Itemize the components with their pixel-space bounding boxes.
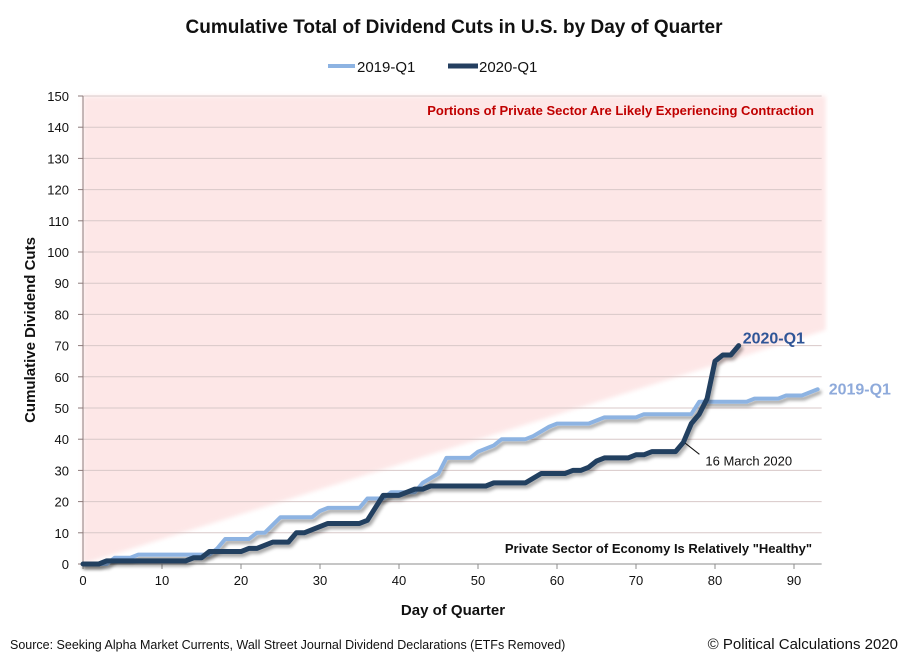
legend-label-2020: 2020-Q1 <box>479 59 537 76</box>
y-tick-label: 10 <box>55 526 69 541</box>
y-axis-title: Cumulative Dividend Cuts <box>22 237 39 423</box>
x-ticks: 0 10 20 30 40 50 60 70 80 90 <box>79 564 801 588</box>
series-end-label-2019: 2019-Q1 <box>829 381 891 398</box>
x-tick-label: 70 <box>629 573 643 588</box>
gridlines <box>83 95 822 534</box>
contraction-zone <box>83 96 826 564</box>
y-tick-label: 0 <box>62 557 69 572</box>
y-ticks: 0 10 20 30 40 50 60 70 80 90 100 110 120 130 140 150 <box>47 89 83 572</box>
x-tick-label: 90 <box>787 573 801 588</box>
y-tick-label: 60 <box>55 370 69 385</box>
x-axis-title: Day of Quarter <box>401 602 505 619</box>
annotation-leader <box>685 442 700 455</box>
y-tick-label: 40 <box>55 432 69 447</box>
y-tick-label: 100 <box>47 245 69 260</box>
x-tick-label: 0 <box>79 573 86 588</box>
series-layer <box>80 343 820 567</box>
x-tick-label: 30 <box>313 573 327 588</box>
series-end-label-2020: 2020-Q1 <box>743 331 805 348</box>
source-note: Source: Seeking Alpha Market Currents, W… <box>10 638 565 652</box>
x-tick-label: 50 <box>471 573 485 588</box>
y-tick-label: 70 <box>55 339 69 354</box>
x-tick-label: 10 <box>155 573 169 588</box>
x-tick-label: 80 <box>708 573 722 588</box>
y-tick-label: 140 <box>47 120 69 135</box>
x-tick-label: 60 <box>550 573 564 588</box>
legend: 2019-Q1 2020-Q1 <box>328 59 537 76</box>
series-line-2019-q1 <box>81 387 820 566</box>
y-tick-label: 150 <box>47 89 69 104</box>
y-tick-label: 90 <box>55 276 69 291</box>
y-tick-label: 30 <box>55 463 69 478</box>
y-tick-label: 20 <box>55 495 69 510</box>
annotation-16-march-2020: 16 March 2020 <box>705 453 792 468</box>
legend-label-2019: 2019-Q1 <box>357 59 415 76</box>
y-tick-label: 80 <box>55 307 69 322</box>
y-tick-label: 50 <box>55 401 69 416</box>
plot-area: 0 10 20 30 40 50 60 70 80 90 100 110 120 130 140 150 0 1… <box>47 89 891 588</box>
y-tick-label: 120 <box>47 183 69 198</box>
y-tick-label: 110 <box>48 214 69 229</box>
y-tick-label: 130 <box>47 151 69 166</box>
x-tick-label: 40 <box>392 573 406 588</box>
healthy-zone-label: Private Sector of Economy Is Relatively … <box>505 541 812 556</box>
copyright-note: © Political Calculations 2020 <box>708 636 898 653</box>
series-line-2020-q1 <box>80 343 742 567</box>
x-tick-label: 20 <box>234 573 248 588</box>
contraction-zone-label: Portions of Private Sector Are Likely Ex… <box>427 103 814 118</box>
chart-title: Cumulative Total of Dividend Cuts in U.S… <box>186 17 724 38</box>
